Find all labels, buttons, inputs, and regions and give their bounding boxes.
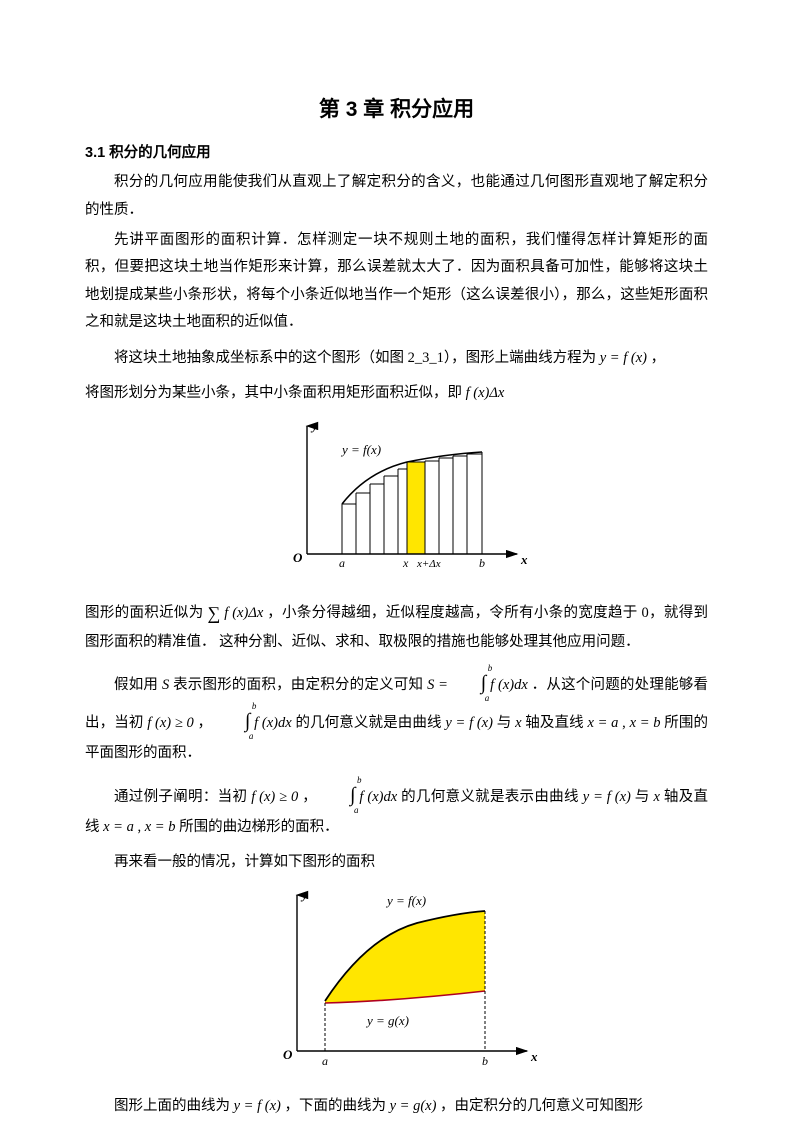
math-xa: x = a (587, 715, 618, 731)
math-ygx: y = g(x) (390, 1098, 437, 1114)
text-span: 的几何意义就是由曲线 (292, 715, 446, 731)
math-sigma: ∑ (207, 603, 220, 623)
origin-label-2: O (283, 1047, 293, 1062)
math-yfx-2: y = f (x) (445, 715, 493, 731)
bottom-curve-label: y = g(x) (365, 1013, 409, 1028)
text-span: ， (194, 715, 216, 731)
region-between (325, 911, 485, 1003)
paragraph-strip-approx: 将图形划分为某些小条，其中小条面积用矩形面积近似，即 f (x)Δx (85, 380, 708, 408)
text-span: 图形的面积近似为 (85, 605, 207, 621)
paragraph-sum-limit: 图形的面积近似为 ∑ f (x)Δx ，小条分得越细，近似程度越高，令所有小条的… (85, 594, 708, 656)
highlight-strip (407, 462, 425, 554)
figure-2-between-curves: O y x a b y = f(x) y = g(x) (85, 883, 708, 1084)
math-xa-2: x = a (103, 819, 134, 835)
text-span: 将这块土地抽象成坐标系中的这个图形（如图 2_3_1），图形上端曲线方程为 (114, 350, 600, 366)
math-sum-fxdx: f (x)Δx (224, 605, 263, 621)
x-axis-label-2: x (530, 1049, 538, 1064)
math-xb: x = b (630, 715, 661, 731)
text-span: 的几何意义就是表示由曲线 (397, 789, 583, 805)
figure-1-riemann-strips: O y x a b x x+Δx y = f(x) (85, 414, 708, 585)
math-intfx: ∫ba f (x)dx (216, 715, 292, 731)
text-span: 轴及直线 (522, 715, 588, 731)
text-span: ， (647, 350, 665, 366)
y-axis-label-2: y (300, 887, 308, 902)
math-fxge0: f (x) ≥ 0 (147, 715, 194, 731)
xdx-label: x+Δx (416, 558, 441, 570)
paragraph-coord: 将这块土地抽象成坐标系中的这个图形（如图 2_3_1），图形上端曲线方程为 y … (85, 345, 708, 373)
text-span: 与 (493, 715, 515, 731)
math-fxge0-2: f (x) ≥ 0 (251, 789, 298, 805)
text-span: 假如用 (114, 677, 162, 693)
math-yfx: y = f (x) (600, 350, 647, 366)
text-span: 与 (631, 789, 654, 805)
chapter-title: 第 3 章 积分应用 (85, 90, 708, 130)
math-fxdx: f (x)Δx (466, 385, 505, 401)
text-span: , (618, 715, 629, 731)
section-title: 3.1 积分的几何应用 (85, 140, 708, 168)
paragraph-intro-2: 先讲平面图形的面积计算．怎样测定一块不规则土地的面积，我们懂得怎样计算矩形的面积… (85, 227, 708, 337)
text-span: 图形上面的曲线为 (114, 1098, 234, 1114)
curve-label: y = f(x) (340, 442, 381, 457)
math-xb-2: x = b (145, 819, 176, 835)
b-label: b (479, 556, 485, 570)
text-span: ，下面的曲线为 (281, 1098, 390, 1114)
text-span: ， (298, 789, 321, 805)
y-axis-label: y (310, 418, 318, 433)
paragraph-definite-integral: 假如用 S 表示图形的面积，由定积分的定义可知 S = ∫ba f (x)dx … (85, 664, 708, 768)
a-label-2: a (322, 1054, 328, 1068)
text-span: 表示图形的面积，由定积分的定义可知 (169, 677, 427, 693)
math-yfx-4: y = f (x) (234, 1098, 281, 1114)
paragraph-intro-1: 积分的几何应用能使我们从直观上了解定积分的含义，也能通过几何图形直观地了解定积分… (85, 169, 708, 224)
top-curve-label: y = f(x) (385, 893, 426, 908)
text-span: 所围的曲边梯形的面积． (175, 819, 338, 835)
text-span: ，由定积分的几何意义可知图形 (436, 1098, 643, 1114)
b-label-2: b (482, 1054, 488, 1068)
x-axis-label: x (520, 552, 528, 567)
paragraph-two-curves: 图形上面的曲线为 y = f (x) ，下面的曲线为 y = g(x) ，由定积… (85, 1093, 708, 1121)
text-span: , (134, 819, 145, 835)
math-intfx-2: ∫ba f (x)dx (321, 789, 397, 805)
x-tick-label: x (402, 556, 409, 570)
math-yfx-3: y = f (x) (583, 789, 631, 805)
paragraph-general-case: 再来看一般的情况，计算如下图形的面积 (85, 849, 708, 877)
text-span: 通过例子阐明：当初 (114, 789, 251, 805)
origin-label: O (293, 550, 303, 565)
paragraph-example: 通过例子阐明：当初 f (x) ≥ 0 ， ∫ba f (x)dx 的几何意义就… (85, 776, 708, 842)
text-span: 将图形划分为某些小条，其中小条面积用矩形面积近似，即 (85, 385, 466, 401)
a-label: a (339, 556, 345, 570)
math-Sint: S = ∫ba f (x)dx (427, 677, 528, 693)
